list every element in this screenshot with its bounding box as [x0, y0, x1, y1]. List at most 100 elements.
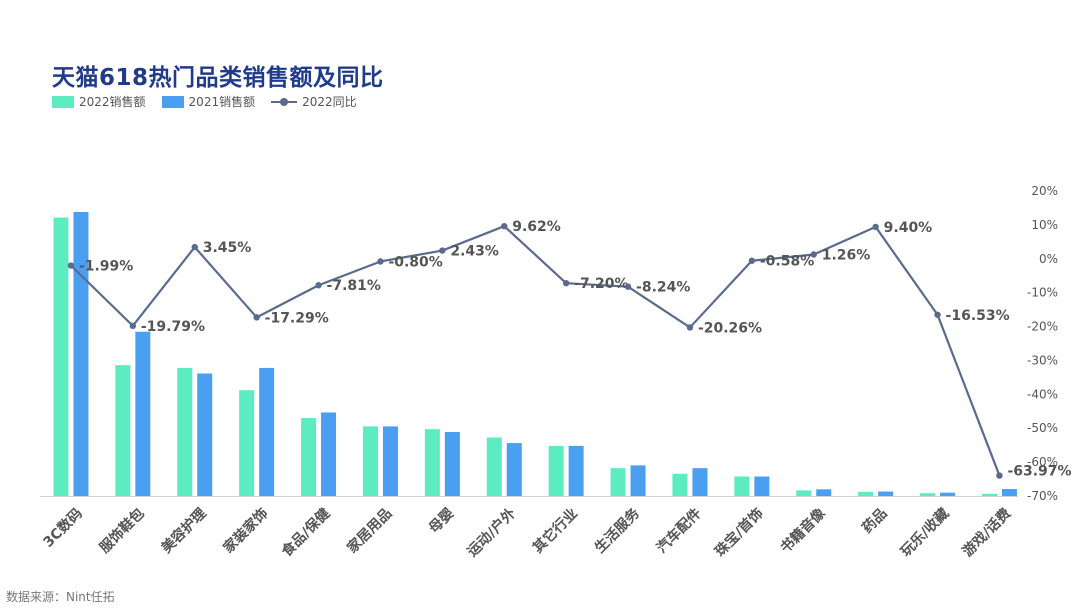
bar-2022-12	[796, 490, 812, 496]
bar-2022-7	[486, 437, 502, 496]
bar-2021-14	[940, 492, 956, 496]
x-tick-label-6: 母婴	[425, 505, 457, 537]
bar-2022-1	[115, 365, 131, 496]
legend-item-2022-sales: 2022销售额	[52, 93, 146, 110]
yoy-point-4	[315, 282, 322, 289]
yoy-point-6	[439, 247, 446, 254]
y2-tick-label-9: -70%	[1027, 489, 1058, 503]
bar-2022-15	[981, 493, 997, 496]
bar-2022-13	[858, 491, 874, 496]
yoy-data-label-0: -1.99%	[79, 259, 133, 275]
bar-2021-5	[382, 426, 398, 496]
y2-tick-label-7: -50%	[1027, 421, 1058, 435]
x-tick-label-5: 家居用品	[344, 505, 396, 557]
bar-2021-3	[259, 367, 275, 496]
legend-label-2021-sales: 2021销售额	[188, 95, 256, 109]
yoy-data-label-11: -0.58%	[760, 254, 814, 270]
bar-2022-11	[734, 476, 750, 496]
yoy-data-label-1: -19.79%	[141, 319, 205, 335]
x-tick-label-10: 汽车配件	[653, 505, 705, 557]
y2-tick-label-6: -40%	[1027, 387, 1058, 401]
yoy-point-13	[872, 223, 879, 231]
yoy-data-label-3: -17.29%	[265, 310, 329, 326]
bar-2022-4	[301, 418, 317, 496]
x-tick-label-3: 家装家饰	[220, 505, 272, 557]
yoy-point-7	[501, 222, 508, 230]
x-tick-label-15: 游戏/话费	[959, 505, 1014, 560]
yoy-line	[70, 225, 1001, 476]
yoy-point-8	[562, 279, 570, 287]
source-note: 数据来源：Nint任拓	[6, 590, 115, 604]
yoy-point-11	[748, 257, 756, 264]
bar-2021-13	[878, 491, 894, 496]
yoy-data-label-2: 3.45%	[203, 240, 252, 256]
bar-2021-4	[321, 412, 337, 496]
x-tick-label-8: 其它行业	[529, 505, 581, 557]
yoy-data-label-10: -20.26%	[698, 320, 762, 336]
yoy-point-5	[377, 258, 384, 265]
x-tick-label-1: 服饰鞋包	[96, 505, 148, 557]
x-tick-label-7: 运动/户外	[464, 505, 519, 560]
legend-item-2021-sales: 2021销售额	[161, 93, 256, 110]
x-tick-label-2: 美容护理	[158, 505, 210, 557]
bar-2021-11	[754, 476, 770, 496]
yoy-data-label-4: -7.81%	[327, 278, 381, 294]
yoy-data-label-13: 9.40%	[884, 220, 933, 236]
yoy-point-3	[253, 314, 260, 321]
yoy-data-label-14: -16.53%	[946, 308, 1010, 324]
y2-tick-label-5: -30%	[1027, 353, 1058, 367]
y2-tick-label-4: -20%	[1027, 320, 1058, 334]
x-tick-label-11: 珠宝/首饰	[711, 505, 766, 560]
x-tick-label-9: 生活服务	[591, 504, 643, 556]
bar-2022-8	[548, 445, 564, 496]
y2-tick-label-0: 20%	[1031, 184, 1058, 198]
legend-item-2022-yoy: 2022同比	[271, 93, 357, 110]
yoy-data-label-5: -0.80%	[388, 254, 442, 270]
bar-2021-6	[444, 431, 460, 496]
yoy-point-9	[624, 283, 632, 290]
bar-2022-6	[424, 429, 440, 496]
bar-2022-5	[362, 426, 378, 496]
bar-2022-3	[239, 390, 255, 496]
legend-swatch-2022-sales	[52, 95, 74, 108]
legend-label-2022-yoy: 2022同比	[302, 95, 357, 109]
bar-2022-2	[177, 367, 193, 496]
bar-2021-15	[1001, 489, 1017, 496]
legend-label-2022-sales: 2022销售额	[79, 95, 146, 109]
chart-title: 天猫618热门品类销售额及同比	[52, 65, 384, 91]
yoy-point-14	[934, 311, 941, 318]
bar-2022-10	[672, 473, 688, 496]
yoy-data-label-9: -8.24%	[636, 280, 690, 296]
legend-swatch-2022-yoy	[271, 96, 298, 108]
legend-swatch-2021-sales	[161, 95, 184, 108]
bar-2021-9	[630, 465, 646, 496]
bar-2022-14	[920, 493, 936, 496]
yoy-point-0	[67, 262, 75, 269]
yoy-data-label-6: 2.43%	[450, 244, 499, 260]
yoy-point-10	[686, 324, 694, 331]
bar-2021-2	[197, 373, 213, 496]
yoy-data-label-12: 1.26%	[822, 248, 871, 264]
y2-tick-label-3: -10%	[1027, 286, 1058, 300]
bar-2021-12	[816, 489, 832, 496]
y2-tick-label-8: -60%	[1027, 455, 1058, 469]
bar-2022-0	[53, 217, 69, 496]
x-tick-label-14: 玩乐/收藏	[897, 505, 952, 560]
x-tick-label-0: 3C数码	[40, 505, 86, 551]
yoy-point-12	[810, 251, 817, 258]
bar-2022-9	[610, 468, 626, 496]
yoy-data-label-7: 9.62%	[512, 219, 561, 235]
x-tick-label-12: 书籍音像	[777, 504, 829, 556]
yoy-data-label-8: -7.20%	[574, 276, 628, 292]
bar-2021-8	[568, 445, 584, 496]
yoy-point-15	[996, 472, 1003, 479]
yoy-data-label-15: -63.97%	[1007, 464, 1071, 480]
legend: 2022销售额 2021销售额 2022同比	[52, 93, 357, 110]
x-tick-label-4: 食品/保健	[278, 505, 333, 560]
y2-tick-label-2: 0%	[1039, 252, 1058, 266]
bar-2021-0	[73, 212, 89, 496]
x-tick-label-13: 药品	[859, 505, 891, 537]
bar-2021-10	[692, 468, 708, 496]
bar-2021-1	[135, 331, 151, 496]
